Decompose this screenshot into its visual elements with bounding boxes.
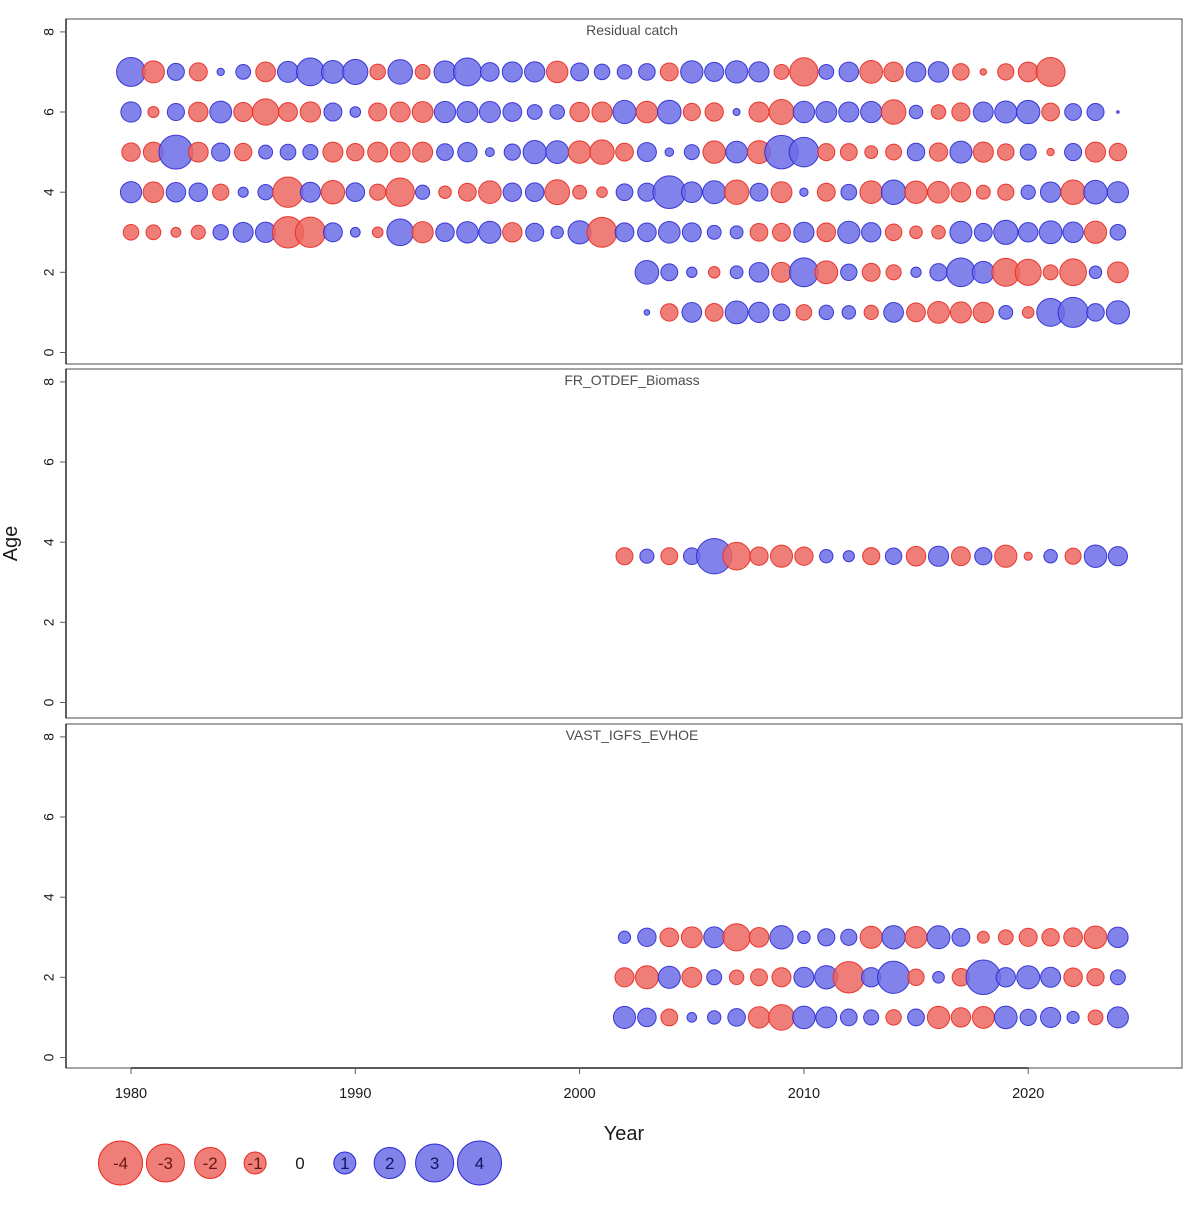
svg-text:0: 0 [41, 348, 57, 356]
svg-text:4: 4 [475, 1154, 484, 1173]
svg-text:1980: 1980 [115, 1086, 147, 1102]
svg-text:6: 6 [41, 458, 57, 466]
svg-text:-3: -3 [158, 1154, 173, 1173]
svg-text:8: 8 [41, 378, 57, 386]
svg-text:VAST_IGFS_EVHOE: VAST_IGFS_EVHOE [566, 727, 699, 743]
svg-text:1990: 1990 [339, 1086, 371, 1102]
svg-text:-2: -2 [203, 1154, 218, 1173]
svg-text:-1: -1 [248, 1154, 263, 1173]
svg-text:2020: 2020 [1012, 1086, 1044, 1102]
svg-text:FR_OTDEF_Biomass: FR_OTDEF_Biomass [564, 372, 699, 388]
svg-text:2010: 2010 [788, 1086, 820, 1102]
svg-text:4: 4 [41, 893, 57, 901]
svg-text:8: 8 [41, 28, 57, 36]
svg-text:3: 3 [430, 1154, 439, 1173]
svg-text:6: 6 [41, 813, 57, 821]
svg-text:Residual catch: Residual catch [586, 22, 678, 38]
svg-text:-4: -4 [113, 1154, 128, 1173]
svg-text:1: 1 [340, 1154, 349, 1173]
svg-text:4: 4 [41, 538, 57, 546]
svg-text:6: 6 [41, 108, 57, 116]
svg-text:2: 2 [41, 973, 57, 981]
svg-text:Age: Age [0, 526, 22, 562]
svg-text:0: 0 [41, 1053, 57, 1061]
svg-text:4: 4 [41, 188, 57, 196]
svg-text:0: 0 [41, 698, 57, 706]
svg-text:Year: Year [604, 1123, 645, 1145]
svg-text:8: 8 [41, 733, 57, 741]
svg-text:2: 2 [41, 618, 57, 626]
svg-text:0: 0 [295, 1154, 304, 1173]
svg-text:2: 2 [385, 1154, 394, 1173]
svg-text:2: 2 [41, 268, 57, 276]
svg-text:2000: 2000 [563, 1086, 595, 1102]
